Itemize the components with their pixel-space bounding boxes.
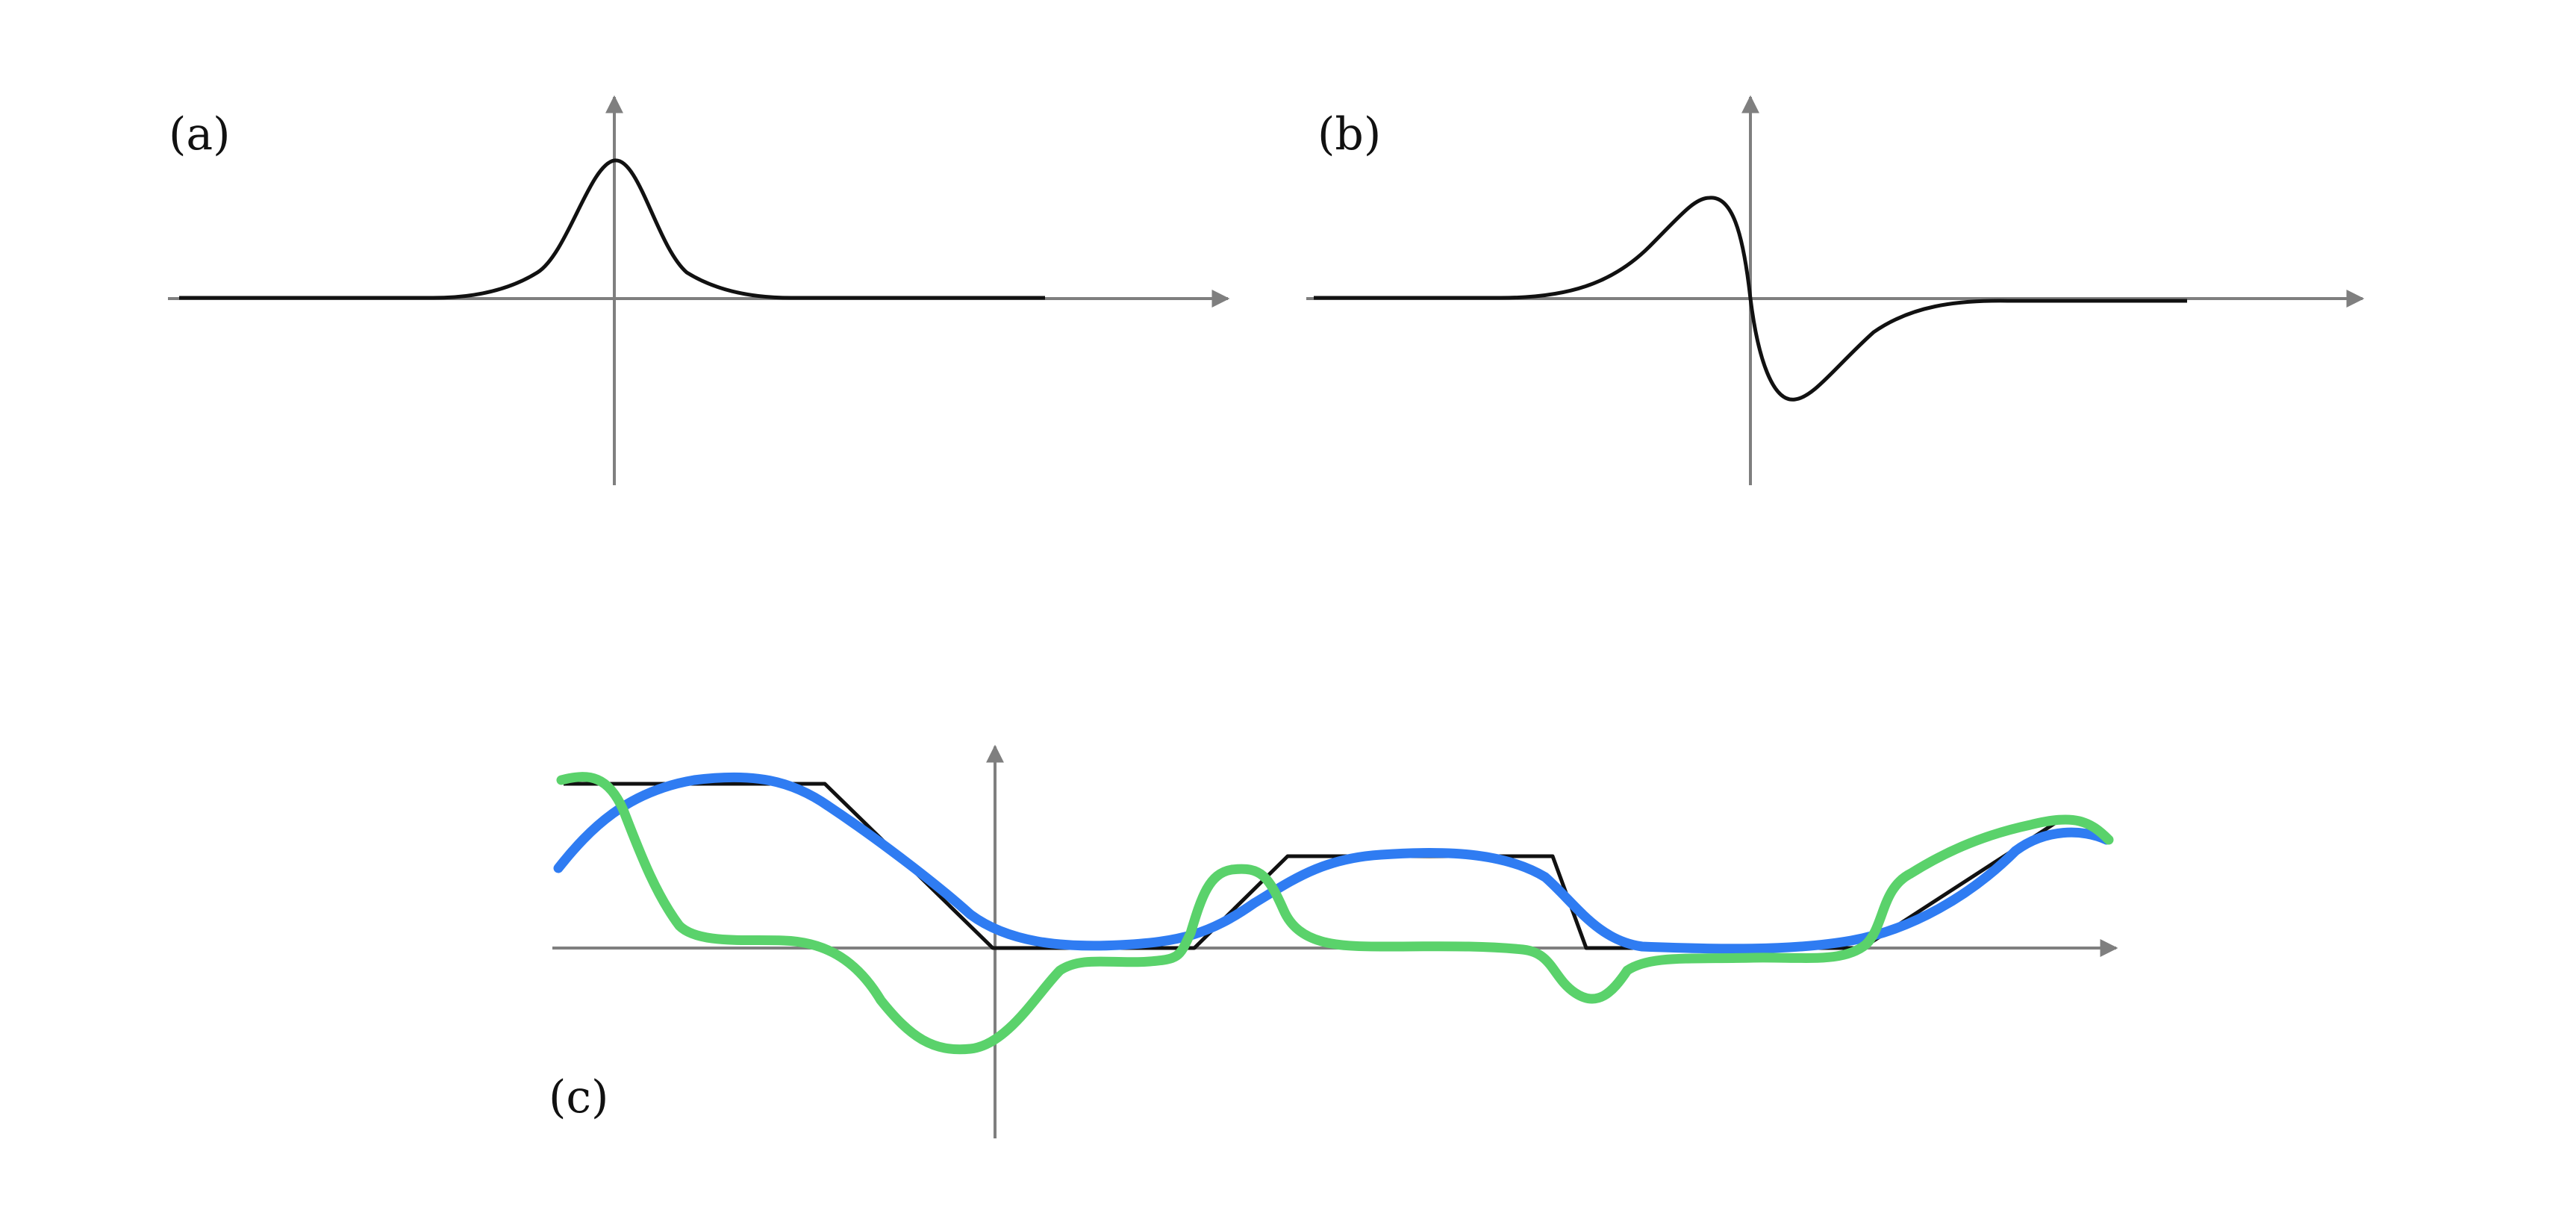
panel-a: (a)	[168, 95, 1230, 485]
panel-b-label: (b)	[1317, 108, 1381, 160]
panel-c-label: (c)	[549, 1071, 608, 1123]
panel-b-derivative-curve	[1314, 196, 2187, 402]
panel-a-gaussian-curve	[179, 158, 1045, 300]
panel-c: (c)	[549, 744, 2118, 1138]
panel-c-green-rough-sketch	[556, 772, 2114, 1055]
panel-c-blue-smooth-sketch	[553, 772, 2112, 954]
panel-b: (b)	[1306, 95, 2365, 485]
panel-a-label: (a)	[169, 108, 231, 160]
